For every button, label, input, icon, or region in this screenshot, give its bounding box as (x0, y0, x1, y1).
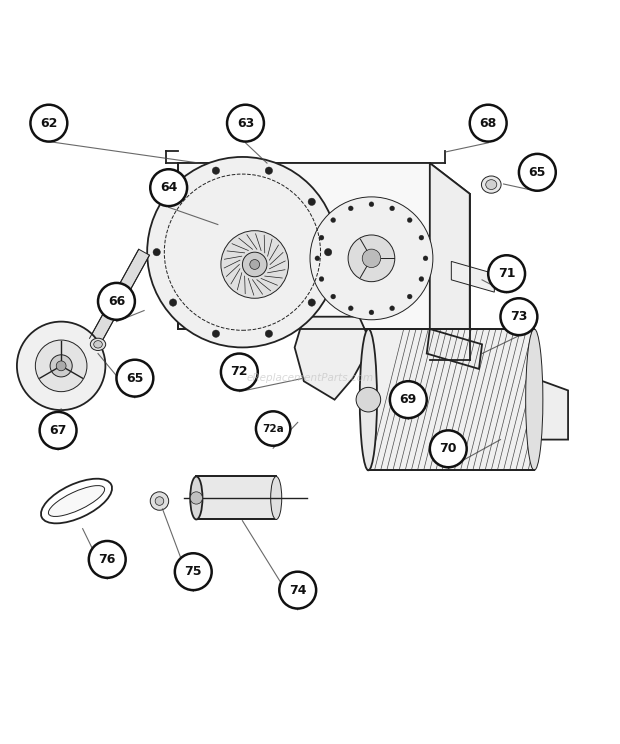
Text: 65: 65 (529, 166, 546, 179)
Circle shape (169, 198, 177, 205)
Circle shape (190, 492, 203, 504)
Ellipse shape (48, 486, 105, 516)
Circle shape (308, 299, 316, 307)
Ellipse shape (271, 476, 281, 519)
Circle shape (169, 299, 177, 307)
Circle shape (348, 206, 353, 211)
Circle shape (308, 198, 316, 205)
Polygon shape (178, 163, 430, 329)
Text: 74: 74 (289, 583, 306, 597)
Circle shape (423, 256, 428, 261)
Ellipse shape (360, 329, 377, 470)
Circle shape (407, 294, 412, 299)
Circle shape (319, 235, 324, 240)
Circle shape (89, 541, 126, 578)
Circle shape (324, 248, 332, 256)
Ellipse shape (190, 476, 203, 519)
Circle shape (407, 218, 412, 222)
Circle shape (175, 554, 211, 590)
Polygon shape (531, 378, 568, 440)
Text: 76: 76 (99, 553, 116, 566)
Circle shape (390, 381, 427, 418)
Circle shape (212, 167, 219, 174)
Circle shape (348, 306, 353, 311)
Text: 75: 75 (185, 565, 202, 578)
Circle shape (419, 235, 424, 240)
Ellipse shape (485, 180, 497, 190)
Circle shape (256, 411, 290, 446)
Polygon shape (294, 317, 371, 400)
FancyBboxPatch shape (197, 476, 276, 519)
Circle shape (221, 353, 258, 391)
Circle shape (153, 248, 161, 256)
Circle shape (310, 197, 433, 320)
Circle shape (369, 310, 374, 315)
Circle shape (150, 492, 169, 510)
Circle shape (330, 218, 335, 222)
Circle shape (356, 388, 381, 412)
Circle shape (430, 430, 467, 467)
Circle shape (221, 231, 288, 298)
Circle shape (390, 206, 394, 211)
Polygon shape (89, 249, 149, 344)
Circle shape (488, 255, 525, 292)
Text: 63: 63 (237, 117, 254, 129)
Ellipse shape (91, 339, 105, 350)
Circle shape (56, 361, 66, 371)
Circle shape (212, 330, 219, 337)
Circle shape (348, 235, 395, 282)
Circle shape (250, 260, 260, 269)
Circle shape (390, 306, 394, 311)
Circle shape (369, 202, 374, 207)
Circle shape (319, 277, 324, 281)
Polygon shape (451, 261, 494, 292)
Circle shape (500, 298, 538, 335)
Text: 71: 71 (498, 267, 515, 280)
Circle shape (330, 294, 335, 299)
Circle shape (98, 283, 135, 320)
Circle shape (265, 330, 273, 337)
Text: 73: 73 (510, 310, 528, 323)
Circle shape (50, 355, 72, 377)
Circle shape (227, 105, 264, 141)
Ellipse shape (94, 341, 102, 348)
Circle shape (117, 359, 153, 397)
Text: 66: 66 (108, 295, 125, 308)
Text: 65: 65 (126, 372, 144, 385)
Circle shape (315, 256, 320, 261)
Text: 69: 69 (400, 393, 417, 406)
Text: 70: 70 (440, 442, 457, 455)
Text: 72: 72 (231, 365, 248, 379)
Circle shape (35, 340, 87, 391)
Circle shape (279, 571, 316, 609)
Circle shape (265, 167, 273, 174)
Polygon shape (178, 163, 470, 193)
Polygon shape (427, 329, 482, 369)
Circle shape (30, 105, 68, 141)
Text: 72a: 72a (262, 423, 284, 434)
Text: 68: 68 (479, 117, 497, 129)
Ellipse shape (526, 329, 543, 470)
Circle shape (470, 105, 507, 141)
Text: 64: 64 (160, 182, 177, 194)
Circle shape (155, 497, 164, 505)
Text: 62: 62 (40, 117, 58, 129)
Circle shape (242, 252, 267, 277)
Text: 67: 67 (50, 424, 67, 437)
Circle shape (150, 169, 187, 206)
Ellipse shape (481, 176, 501, 193)
Circle shape (17, 321, 105, 410)
Circle shape (362, 249, 381, 268)
Polygon shape (430, 163, 470, 359)
Circle shape (40, 412, 76, 449)
Circle shape (147, 157, 338, 347)
Circle shape (519, 154, 556, 190)
FancyBboxPatch shape (368, 329, 534, 470)
Text: eReplacementParts.com: eReplacementParts.com (246, 373, 374, 383)
Circle shape (419, 277, 424, 281)
